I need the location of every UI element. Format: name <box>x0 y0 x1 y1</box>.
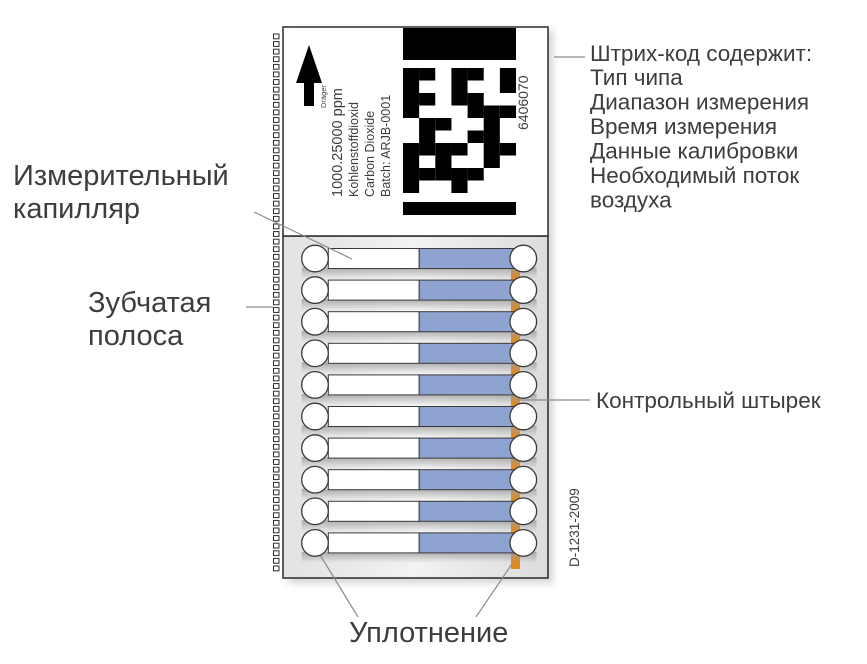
svg-text:D-1231-2009: D-1231-2009 <box>567 488 582 567</box>
svg-text:Диапазон измерения: Диапазон измерения <box>590 90 809 115</box>
svg-text:Контрольный штырек: Контрольный штырек <box>596 388 821 413</box>
svg-text:Dräger: Dräger <box>319 85 328 108</box>
svg-text:Штрих-код содержит:: Штрих-код содержит: <box>590 41 812 66</box>
svg-text:Необходимый поток: Необходимый поток <box>590 163 799 188</box>
svg-text:6406070: 6406070 <box>515 75 531 130</box>
svg-text:воздуха: воздуха <box>590 188 672 213</box>
svg-text:Batch: ARJB-0001: Batch: ARJB-0001 <box>379 95 393 197</box>
svg-text:Kohlenstoffdioxid: Kohlenstoffdioxid <box>347 102 361 197</box>
svg-text:Тип чипа: Тип чипа <box>590 65 683 90</box>
svg-text:Данные калибровки: Данные калибровки <box>590 139 798 164</box>
svg-text:Время измерения: Время измерения <box>590 114 777 139</box>
svg-text:капилляр: капилляр <box>13 193 140 225</box>
svg-text:Измерительный: Измерительный <box>13 160 229 192</box>
svg-text:Зубчатая: Зубчатая <box>88 287 211 319</box>
svg-text:полоса: полоса <box>88 320 184 352</box>
svg-text:1000.25000 ppm: 1000.25000 ppm <box>330 88 346 197</box>
svg-text:Carbon Dioxide: Carbon Dioxide <box>363 111 377 197</box>
svg-text:Уплотнение: Уплотнение <box>349 617 508 649</box>
